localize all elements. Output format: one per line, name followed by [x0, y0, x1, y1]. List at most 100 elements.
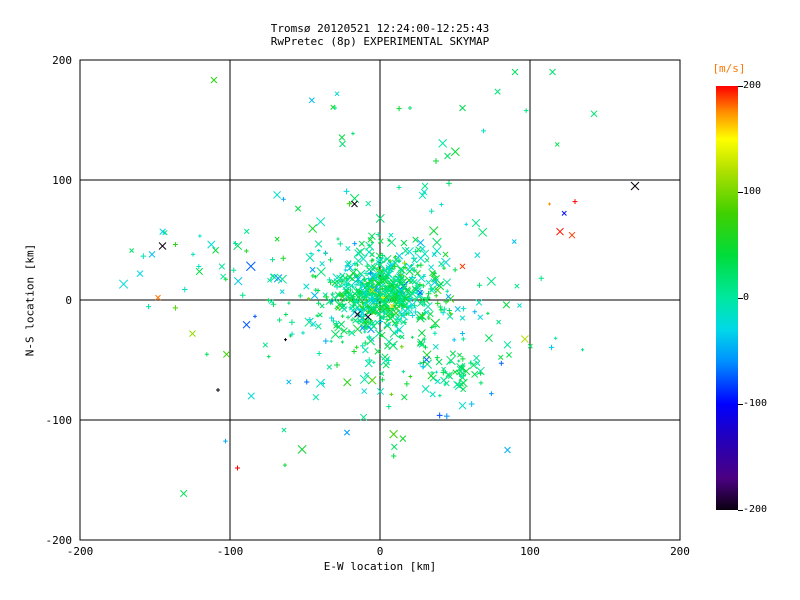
scatter-point — [155, 294, 161, 301]
scatter-point — [477, 314, 484, 321]
scatter-point — [443, 413, 450, 420]
colorbar-tick-label: 0 — [743, 292, 750, 303]
scatter-point — [423, 344, 428, 350]
scatter-point — [329, 315, 335, 321]
scatter-point — [323, 294, 330, 300]
scatter-point — [418, 262, 424, 268]
scatter-point — [438, 138, 448, 148]
scatter-point — [473, 354, 480, 362]
scatter-point — [432, 237, 442, 248]
scatter-point — [366, 357, 373, 363]
scatter-point — [440, 369, 447, 376]
scatter-point — [331, 318, 336, 324]
scatter-point — [421, 385, 430, 393]
scatter-point — [327, 257, 333, 263]
scatter-point — [212, 246, 220, 254]
scatter-point — [297, 293, 303, 299]
scatter-point — [310, 291, 319, 300]
scatter-point — [380, 266, 391, 276]
scatter-point — [630, 181, 640, 191]
scatter-point — [322, 338, 329, 344]
scatter-point — [348, 305, 352, 310]
x-tick-label: 100 — [520, 545, 540, 558]
scatter-point — [365, 304, 369, 308]
scatter-point — [478, 227, 488, 237]
scatter-point — [262, 342, 268, 348]
scatter-point — [216, 388, 220, 392]
scatter-point — [354, 249, 363, 258]
scatter-point — [400, 318, 407, 326]
scatter-point — [464, 222, 468, 227]
scatter-point — [286, 379, 292, 385]
scatter-point — [442, 266, 446, 270]
x-tick-label: -100 — [217, 545, 244, 558]
scatter-point — [450, 147, 460, 157]
scatter-point — [235, 465, 240, 471]
scatter-point — [423, 309, 430, 315]
scatter-point — [416, 291, 425, 300]
scatter-point — [386, 283, 392, 289]
colorbar-tick — [738, 403, 743, 405]
scatter-point — [309, 251, 313, 256]
scatter-point — [172, 305, 179, 311]
scatter-point — [198, 234, 202, 238]
scatter-point — [266, 354, 271, 359]
scatter-point — [304, 379, 310, 385]
scatter-point — [396, 105, 402, 112]
scatter-point — [351, 303, 356, 308]
scatter-point — [338, 134, 346, 141]
scatter-point — [468, 401, 475, 407]
colorbar-tick — [738, 85, 743, 87]
scatter-point — [372, 272, 382, 281]
scatter-point — [498, 354, 504, 360]
scatter-point — [367, 243, 372, 248]
scatter-point — [340, 327, 348, 335]
scatter-point — [375, 303, 385, 313]
scatter-point — [269, 273, 276, 279]
scatter-point — [393, 274, 398, 279]
scatter-point — [321, 381, 326, 386]
scatter-point — [210, 76, 218, 84]
scatter-point — [481, 128, 487, 134]
scatter-point — [420, 249, 430, 259]
scatter-point — [243, 228, 250, 235]
scatter-point — [426, 316, 431, 321]
scatter-point — [367, 270, 373, 276]
scatter-point — [429, 391, 436, 398]
scatter-point — [336, 274, 345, 283]
scatter-point — [397, 296, 401, 300]
scatter-point — [406, 291, 416, 301]
scatter-point — [331, 329, 340, 339]
scatter-point — [370, 322, 378, 330]
scatter-point — [506, 351, 512, 358]
scatter-point — [378, 331, 386, 339]
scatter-point — [367, 376, 377, 385]
scatter-point — [469, 361, 478, 370]
scatter-point — [366, 276, 371, 281]
scatter-point — [381, 295, 385, 300]
scatter-point — [306, 296, 311, 301]
scatter-point — [369, 287, 376, 294]
scatter-point — [459, 330, 465, 337]
scatter-point — [332, 273, 342, 283]
scatter-point — [416, 311, 426, 321]
scatter-point — [458, 401, 467, 410]
scatter-point — [429, 374, 437, 382]
scatter-point — [391, 320, 398, 327]
scatter-point — [281, 197, 286, 202]
scatter-point — [364, 326, 370, 331]
scatter-point — [277, 317, 283, 323]
gridlines — [80, 60, 680, 540]
scatter-point — [315, 314, 319, 318]
scatter-point — [387, 289, 396, 297]
scatter-point — [382, 285, 390, 293]
scatter-point — [239, 292, 246, 299]
scatter-point — [326, 364, 333, 370]
scatter-point — [408, 106, 412, 110]
scatter-point — [399, 334, 405, 340]
scatter-point — [317, 248, 321, 253]
scatter-point — [425, 295, 431, 301]
scatter-point — [376, 311, 382, 317]
scatter-point — [420, 188, 428, 196]
